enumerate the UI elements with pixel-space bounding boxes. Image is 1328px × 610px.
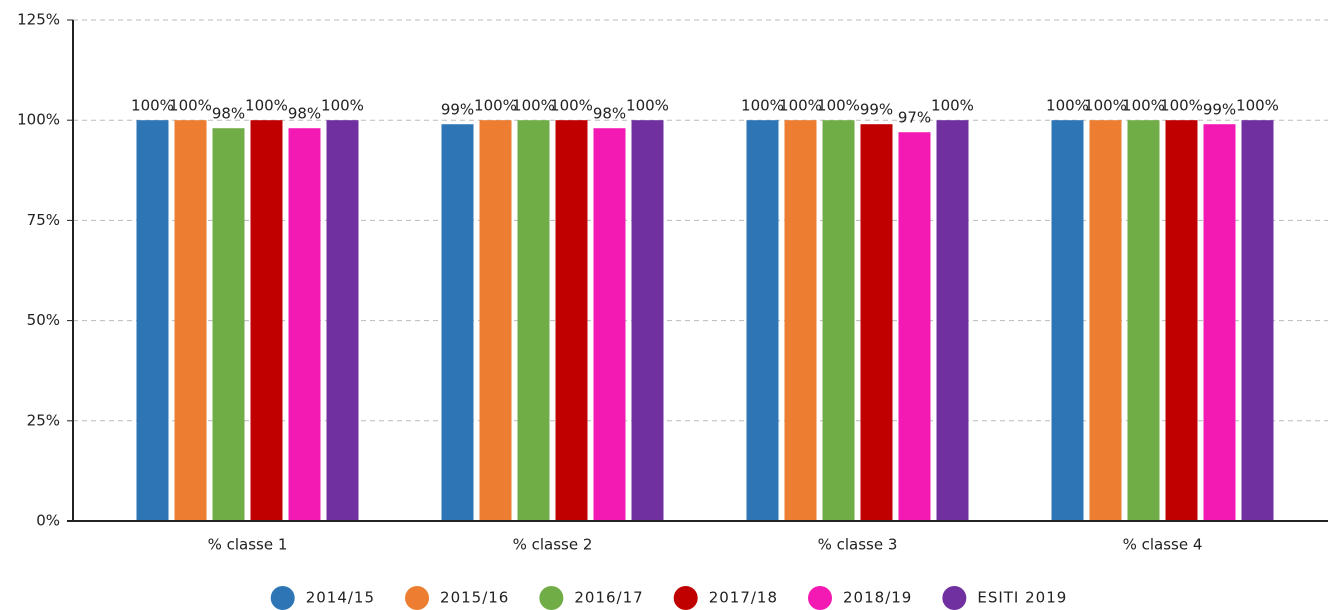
bar bbox=[593, 128, 626, 521]
legend-label: 2017/18 bbox=[709, 589, 778, 607]
bar bbox=[1127, 120, 1160, 521]
value-label: 98% bbox=[593, 105, 626, 123]
bar bbox=[250, 120, 283, 521]
value-label: 100% bbox=[1236, 97, 1279, 115]
value-label: 98% bbox=[212, 105, 245, 123]
value-label: 100% bbox=[741, 97, 784, 115]
bar bbox=[784, 120, 817, 521]
value-label: 100% bbox=[779, 97, 822, 115]
bar bbox=[746, 120, 779, 521]
bar bbox=[1089, 120, 1122, 521]
bar bbox=[441, 124, 474, 521]
value-label: 100% bbox=[1160, 97, 1203, 115]
y-tick-label: 25% bbox=[27, 411, 60, 429]
bar bbox=[936, 120, 969, 521]
bar bbox=[136, 120, 169, 521]
x-tick-label: % classe 3 bbox=[818, 536, 898, 554]
value-label: 100% bbox=[474, 97, 517, 115]
bar bbox=[898, 132, 931, 521]
legend-label: 2018/19 bbox=[843, 589, 912, 607]
value-label: 100% bbox=[245, 97, 288, 115]
bar bbox=[1241, 120, 1274, 521]
bar bbox=[288, 128, 321, 521]
x-tick-label: % classe 2 bbox=[513, 536, 593, 554]
bar bbox=[1051, 120, 1084, 521]
value-label: 99% bbox=[860, 101, 893, 119]
legend-label: ESITI 2019 bbox=[977, 589, 1067, 607]
value-label: 100% bbox=[931, 97, 974, 115]
legend-swatch bbox=[405, 586, 430, 610]
y-tick-label: 75% bbox=[27, 211, 60, 229]
legend-label: 2014/15 bbox=[306, 589, 375, 607]
y-tick-label: 125% bbox=[17, 11, 60, 29]
bar bbox=[174, 120, 207, 521]
legend: 2014/15 2015/16 2016/17 2017/18 2018/19 ESITI… bbox=[270, 586, 1067, 610]
legend-label: 2016/17 bbox=[574, 589, 643, 607]
x-tick-label: % classe 1 bbox=[208, 536, 288, 554]
y-tick-label: 100% bbox=[17, 111, 60, 129]
value-label: 100% bbox=[169, 97, 212, 115]
value-label: 97% bbox=[898, 109, 931, 127]
bar bbox=[517, 120, 550, 521]
legend-swatch bbox=[808, 586, 833, 610]
legend-swatch bbox=[539, 586, 564, 610]
legend-swatch bbox=[673, 586, 698, 610]
legend-label: 2015/16 bbox=[440, 589, 509, 607]
legend-swatch bbox=[942, 586, 967, 610]
bar bbox=[1203, 124, 1236, 521]
value-label: 99% bbox=[441, 101, 474, 119]
value-label: 100% bbox=[1122, 97, 1165, 115]
y-tick-label: 0% bbox=[36, 512, 60, 530]
value-label: 100% bbox=[1046, 97, 1089, 115]
bar bbox=[479, 120, 512, 521]
bar bbox=[1165, 120, 1198, 521]
bar bbox=[631, 120, 664, 521]
value-label: 98% bbox=[288, 105, 321, 123]
bar bbox=[860, 124, 893, 521]
value-label: 100% bbox=[321, 97, 364, 115]
y-tick-label: 50% bbox=[27, 311, 60, 329]
value-label: 99% bbox=[1203, 101, 1236, 119]
value-label: 100% bbox=[1084, 97, 1127, 115]
x-tick-label: % classe 4 bbox=[1123, 536, 1203, 554]
value-label: 100% bbox=[131, 97, 174, 115]
bar bbox=[212, 128, 245, 521]
bar bbox=[326, 120, 359, 521]
legend-swatch bbox=[270, 586, 295, 610]
value-label: 100% bbox=[817, 97, 860, 115]
bar bbox=[555, 120, 588, 521]
value-label: 100% bbox=[550, 97, 593, 115]
value-label: 100% bbox=[512, 97, 555, 115]
value-label: 100% bbox=[626, 97, 669, 115]
bar bbox=[822, 120, 855, 521]
